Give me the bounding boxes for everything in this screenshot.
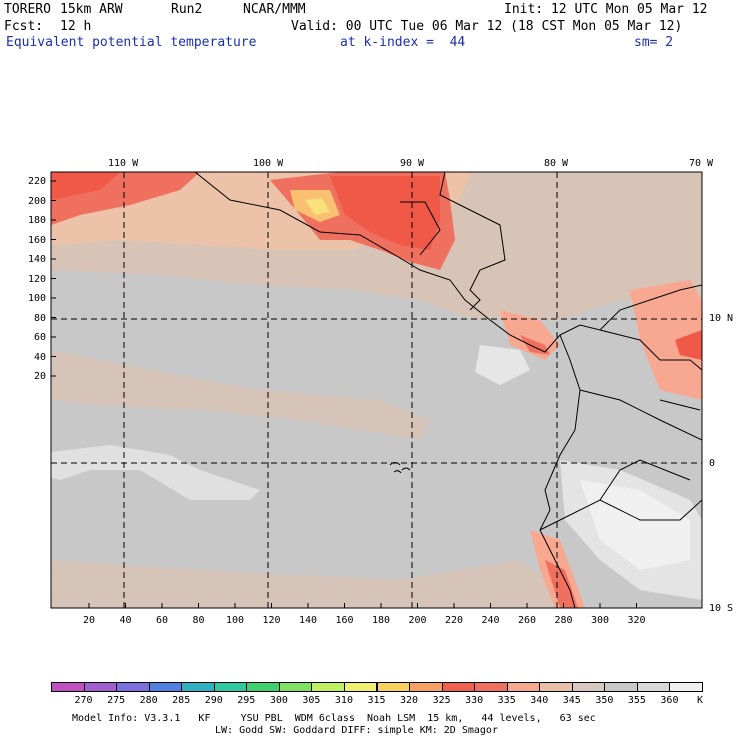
x-tick-label: 220	[444, 615, 464, 626]
model-name: TORERO	[4, 2, 51, 17]
y-tick-label: 140	[27, 254, 46, 265]
lon-label-80w: 80 W	[544, 158, 569, 169]
x-tick-label: 80	[192, 615, 205, 626]
model-resolution: 15km ARW	[60, 2, 123, 17]
field-name: Equivalent potential temperature	[6, 35, 257, 50]
colorbar-swatch	[409, 682, 443, 692]
colorbar-label: 270	[74, 695, 93, 706]
colorbar-label: 295	[237, 695, 256, 706]
model-run: Run2	[171, 2, 203, 17]
lon-label-70w: 70 W	[689, 158, 714, 169]
colorbar-label: 315	[367, 695, 386, 706]
colorbar-label: 355	[627, 695, 646, 706]
x-tick-label: 300	[590, 615, 610, 626]
forecast-hour: 12 h	[60, 19, 92, 34]
x-tick-label: 240	[481, 615, 500, 626]
y-tick-label: 100	[27, 293, 46, 304]
colorbar-swatch	[441, 682, 476, 692]
model-org: NCAR/MMM	[243, 2, 306, 17]
colorbar-unit: K	[697, 695, 704, 706]
colorbar-label: 345	[562, 695, 581, 706]
lat-label-10n: 10 N	[709, 313, 734, 324]
x-tick-label: 100	[225, 615, 245, 626]
colorbar-label: 310	[334, 695, 353, 706]
colorbar-swatch	[311, 682, 345, 692]
x-tick-label: 160	[335, 615, 354, 626]
forecast-label: Fcst:	[4, 19, 44, 34]
plot-frame	[50, 171, 703, 609]
colorbar-label: 350	[595, 695, 614, 706]
y-tick-label: 120	[27, 273, 46, 285]
x-tick-label: 280	[554, 615, 573, 626]
colorbar-swatch	[51, 682, 85, 692]
x-tick-label: 260	[517, 615, 537, 626]
lat-label-0: 0	[709, 458, 716, 469]
y-tick-label: 20	[33, 371, 46, 382]
lon-label-90w: 90 W	[400, 158, 425, 169]
level-index: at k-index = 44	[340, 35, 466, 50]
colorbar-label: 300	[269, 695, 288, 706]
colorbar-label: 305	[302, 695, 321, 706]
colorbar-swatch	[669, 682, 703, 692]
x-tick-label: 200	[408, 615, 427, 626]
colorbar-label: 360	[660, 695, 679, 706]
colorbar-swatch	[604, 682, 638, 692]
lon-label-110w: 110 W	[108, 158, 139, 169]
y-tick-label: 180	[27, 215, 46, 226]
colorbar-label: 290	[204, 695, 223, 706]
valid-time: Valid: 00 UTC Tue 06 Mar 12 (18 CST Mon …	[291, 19, 683, 34]
y-tick-label: 160	[27, 234, 46, 246]
colorbar-label: 325	[432, 695, 451, 706]
colorbar-label: 335	[497, 695, 516, 706]
lat-label-10s: 10 S	[709, 603, 734, 614]
y-tick-label: 80	[33, 312, 46, 324]
colorbar-swatch	[506, 682, 541, 692]
x-tick-label: 140	[298, 615, 318, 626]
colorbar-swatch	[376, 682, 411, 692]
colorbar-swatch	[636, 682, 671, 692]
colorbar-swatch	[116, 682, 150, 692]
colorbar-swatch	[539, 682, 573, 692]
colorbar-swatch	[213, 682, 248, 692]
physics-info: LW: Godd SW: Goddard DIFF: simple KM: 2D…	[215, 725, 498, 736]
lon-label-100w: 100 W	[253, 158, 284, 169]
x-tick-label: 180	[371, 615, 391, 626]
colorbar-swatch	[148, 682, 183, 692]
x-tick-label: 320	[627, 615, 646, 626]
smoothing: sm= 2	[634, 35, 674, 50]
axis-ticks	[51, 180, 637, 608]
coastlines	[194, 172, 702, 608]
colorbar-label: 275	[107, 695, 126, 706]
colorbar-label: 280	[139, 695, 158, 706]
x-tick-label: 120	[262, 615, 281, 626]
colorbar-swatch	[343, 682, 378, 692]
colorbar-label: 340	[530, 695, 549, 706]
theta-e-field	[51, 172, 702, 608]
model-info: Model Info: V3.3.1 KF YSU PBL WDM 6class…	[72, 713, 596, 724]
x-tick-label: 40	[119, 615, 132, 626]
x-tick-label: 20	[82, 615, 96, 626]
y-tick-label: 60	[33, 332, 46, 343]
init-time: Init: 12 UTC Mon 05 Mar 12	[504, 2, 708, 17]
colorbar-swatch	[474, 682, 508, 692]
colorbar-swatch	[246, 682, 280, 692]
y-tick-label: 220	[27, 176, 46, 187]
lat-lon-grid	[51, 172, 702, 608]
colorbar-swatch	[83, 682, 118, 692]
y-tick-label: 40	[33, 351, 46, 363]
colorbar-swatch	[181, 682, 215, 692]
x-tick-label: 60	[155, 615, 169, 626]
y-tick-label: 200	[27, 195, 46, 207]
colorbar-swatch	[571, 682, 606, 692]
colorbar-swatch	[278, 682, 313, 692]
colorbar-label: 330	[465, 695, 484, 706]
colorbar-label: 285	[172, 695, 191, 706]
colorbar-label: 320	[400, 695, 419, 706]
